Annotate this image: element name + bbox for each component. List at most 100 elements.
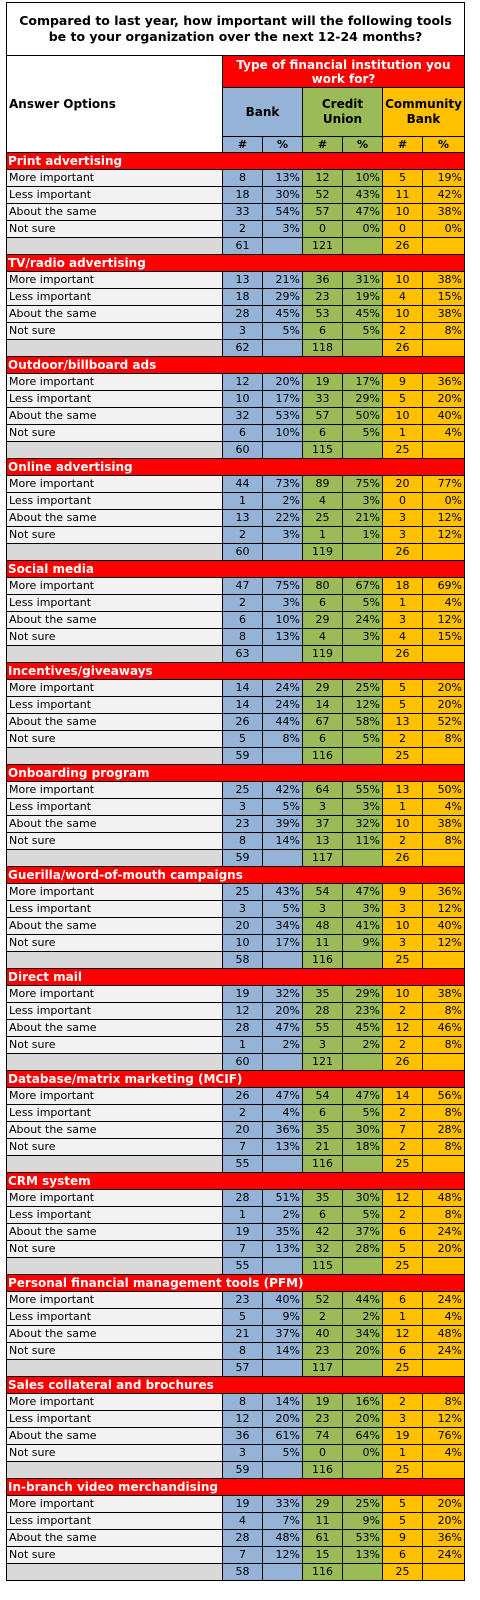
percent-cell: 29%: [342, 390, 383, 408]
total-count: 25: [382, 1155, 423, 1173]
percent-cell: 20%: [262, 1002, 303, 1020]
answer-label: Less important: [6, 594, 223, 612]
count-cell: 5: [382, 679, 423, 697]
count-cell: 3: [302, 1036, 343, 1054]
total-blank: [421, 1155, 466, 1173]
percent-cell: 29%: [342, 985, 383, 1003]
percent-cell: 29%: [262, 288, 303, 306]
answer-label: About the same: [6, 203, 223, 221]
total-label: [6, 747, 223, 765]
percent-cell: 5%: [262, 900, 303, 918]
total-count: 57: [222, 1359, 263, 1377]
answer-row: Not sure 5 8% 6 5% 2 8%: [6, 730, 466, 748]
count-cell: 36: [222, 1427, 263, 1445]
answer-row: More important 44 73% 89 75% 20 77%: [6, 475, 466, 493]
count-cell: 1: [382, 798, 423, 816]
sub-header: #: [382, 136, 423, 153]
count-cell: 0: [302, 1444, 343, 1462]
percent-cell: 0%: [421, 492, 466, 510]
group-row: Answer Options Type of financial institu…: [6, 55, 466, 153]
percent-cell: 20%: [421, 1495, 466, 1513]
count-cell: 19: [302, 373, 343, 391]
total-row: 59 117 26: [6, 849, 466, 867]
count-cell: 4: [302, 492, 343, 510]
count-cell: 26: [222, 713, 263, 731]
percent-cell: 43%: [262, 883, 303, 901]
answer-label: More important: [6, 1087, 223, 1105]
count-cell: 3: [222, 900, 263, 918]
total-count: 119: [302, 645, 343, 663]
count-cell: 14: [382, 1087, 423, 1105]
percent-cell: 17%: [262, 934, 303, 952]
percent-cell: 16%: [342, 1393, 383, 1411]
count-cell: 13: [222, 271, 263, 289]
answer-row: More important 26 47% 54 47% 14 56%: [6, 1087, 466, 1105]
answer-label: Less important: [6, 900, 223, 918]
total-count: 116: [302, 747, 343, 765]
percent-cell: 75%: [342, 475, 383, 493]
percent-cell: 45%: [342, 305, 383, 323]
total-count: 116: [302, 1155, 343, 1173]
answer-label: Not sure: [6, 832, 223, 850]
answer-row: Less important 12 20% 23 20% 3 12%: [6, 1410, 466, 1428]
answer-label: More important: [6, 1393, 223, 1411]
answer-row: About the same 20 36% 35 30% 7 28%: [6, 1121, 466, 1139]
percent-cell: 3%: [262, 594, 303, 612]
percent-cell: 3%: [342, 798, 383, 816]
answer-label: Not sure: [6, 1036, 223, 1054]
answer-label: More important: [6, 271, 223, 289]
percent-cell: 40%: [262, 1291, 303, 1309]
answer-label: Not sure: [6, 1444, 223, 1462]
answer-label: Not sure: [6, 322, 223, 340]
count-cell: 10: [382, 305, 423, 323]
answer-label: More important: [6, 1189, 223, 1207]
total-label: [6, 441, 223, 459]
count-cell: 10: [382, 271, 423, 289]
count-cell: 5: [382, 390, 423, 408]
answer-row: Not sure 3 5% 0 0% 1 4%: [6, 1444, 466, 1462]
total-row: 60 119 26: [6, 543, 466, 561]
percent-cell: 1%: [342, 526, 383, 544]
total-count: 26: [382, 645, 423, 663]
percent-cell: 2%: [342, 1308, 383, 1326]
percent-cell: 12%: [421, 900, 466, 918]
total-row: 58 116 25: [6, 951, 466, 969]
percent-cell: 20%: [421, 696, 466, 714]
percent-cell: 64%: [342, 1427, 383, 1445]
total-count: 60: [222, 1053, 263, 1071]
section-row: Direct mail: [5, 968, 466, 986]
percent-cell: 48%: [262, 1529, 303, 1547]
percent-cell: 24%: [421, 1546, 466, 1564]
count-cell: 12: [302, 169, 343, 187]
count-cell: 10: [382, 985, 423, 1003]
percent-cell: 45%: [262, 305, 303, 323]
count-cell: 6: [302, 1206, 343, 1224]
total-count: 116: [302, 1563, 343, 1581]
total-row: 59 116 25: [6, 1461, 466, 1479]
answer-label: More important: [6, 1291, 223, 1309]
answer-row: Not sure 2 3% 0 0% 0 0%: [6, 220, 466, 238]
count-cell: 2: [382, 1104, 423, 1122]
answer-row: Not sure 10 17% 11 9% 3 12%: [6, 934, 466, 952]
total-count: 26: [382, 543, 423, 561]
percent-cell: 36%: [421, 883, 466, 901]
percent-cell: 10%: [262, 424, 303, 442]
count-cell: 19: [222, 985, 263, 1003]
answer-label: Less important: [6, 1002, 223, 1020]
answer-label: About the same: [6, 509, 223, 527]
section-title: Print advertising: [5, 152, 466, 170]
total-label: [6, 1053, 223, 1071]
count-cell: 6: [302, 322, 343, 340]
answer-label: About the same: [6, 815, 223, 833]
answer-row: Not sure 1 2% 3 2% 2 8%: [6, 1036, 466, 1054]
total-blank: [421, 1359, 466, 1377]
count-cell: 0: [382, 220, 423, 238]
percent-cell: 17%: [262, 390, 303, 408]
percent-cell: 13%: [262, 1240, 303, 1258]
total-row: 55 116 25: [6, 1155, 466, 1173]
total-blank: [342, 747, 383, 765]
count-cell: 8: [222, 1342, 263, 1360]
answer-label: Not sure: [6, 1138, 223, 1156]
count-cell: 10: [382, 407, 423, 425]
percent-cell: 5%: [262, 1444, 303, 1462]
